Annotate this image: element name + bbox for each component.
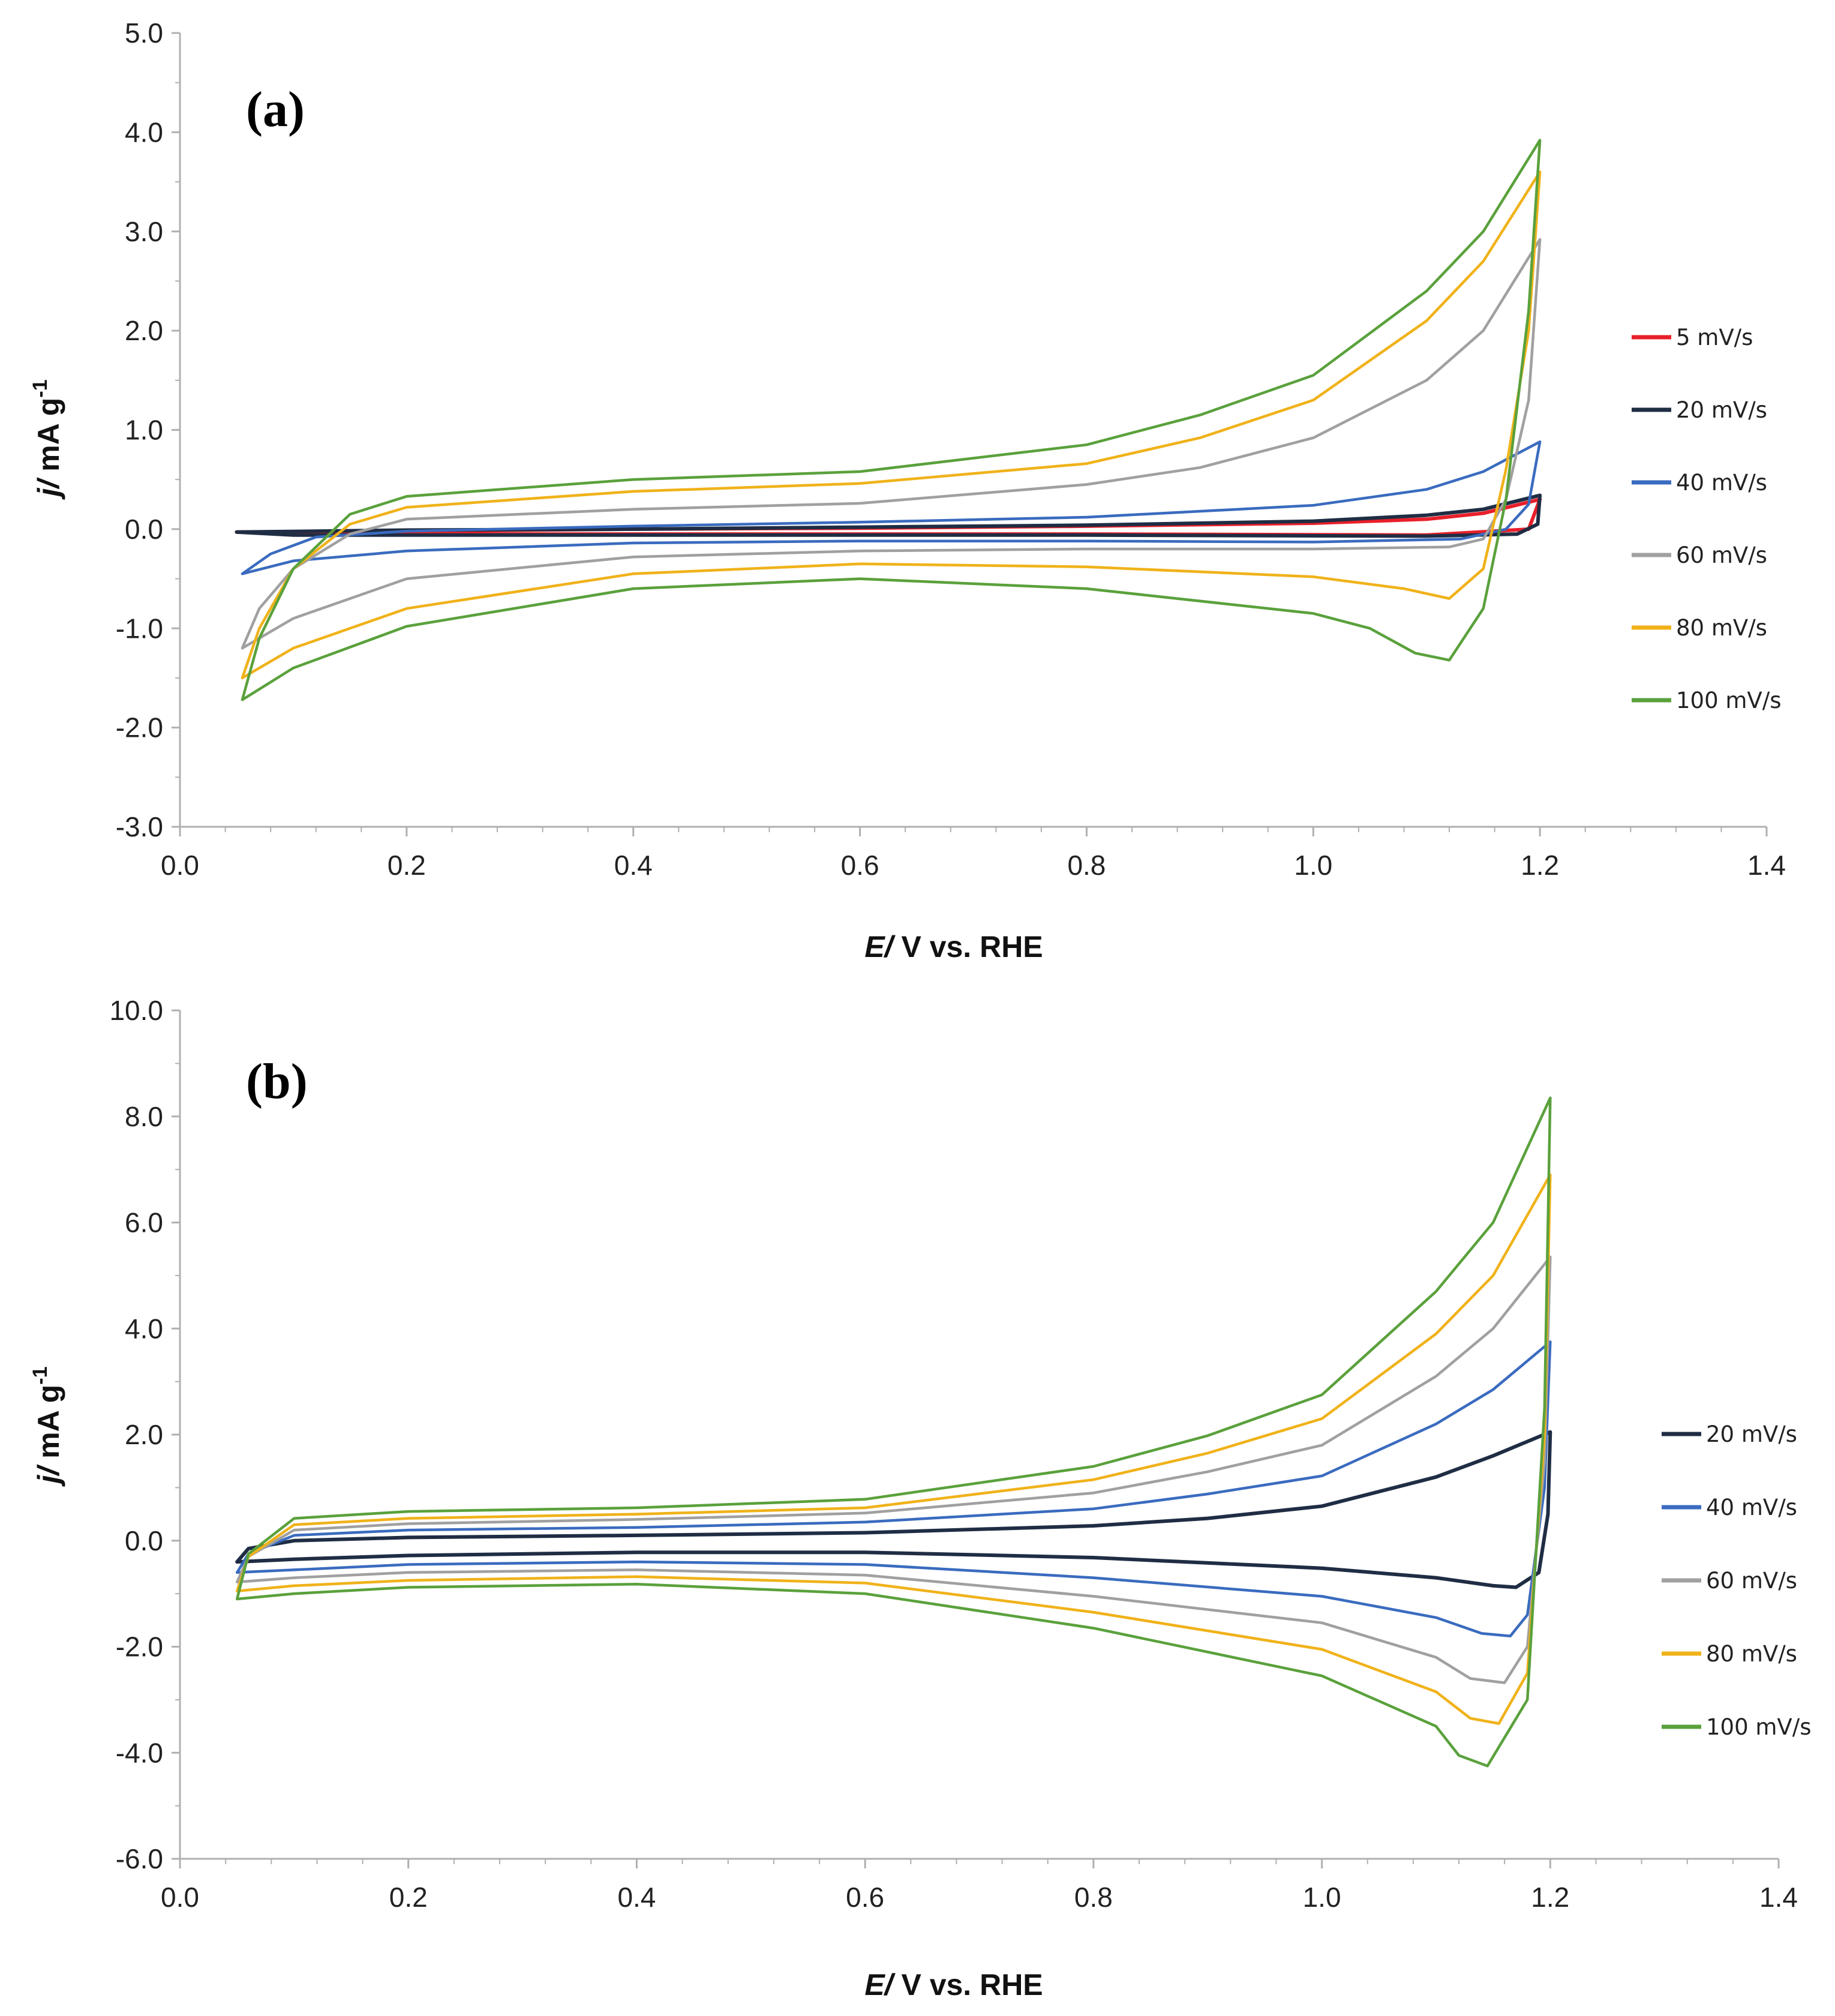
panel-b-legend-label-60-mv-s: 60 mV/s [1706, 1568, 1797, 1594]
panel-b-series-40-mv-s [235, 1340, 1552, 1638]
panel-b-x-tick-label: 0.8 [1074, 1882, 1113, 1913]
panel-a-x-tick-label: 1.0 [1294, 850, 1332, 881]
panel-b-legend: 20 mV/s 40 mV/s 60 mV/s 80 mV/s 100 mV/s [1662, 1421, 1811, 1740]
panel-a-series-80-mv-s [241, 170, 1542, 680]
panel-a-y-axis-title-italic: j/ [32, 477, 65, 500]
panel-label-a: (a) [246, 82, 305, 137]
panel-b-y-tick-label: 6.0 [125, 1207, 163, 1238]
panel-b-y-tick-label: 4.0 [125, 1313, 163, 1344]
panel-a-axes: -3.0 -2.0 -1.0 0.0 1.0 2.0 3.0 4.0 5.0 0.0 0.2 0.4 0… [116, 17, 1786, 881]
panel-b-legend-label-80-mv-s: 80 mV/s [1706, 1641, 1797, 1667]
panel-a-x-tick-label: 0.8 [1067, 850, 1106, 881]
panel-a-y-tick-label: 3.0 [125, 216, 163, 247]
panel-a-y-tick-label: -1.0 [116, 613, 163, 644]
panel-a-legend-label-80-mv-s: 80 mV/s [1676, 615, 1767, 641]
panel-b-x-tick-label: 1.4 [1759, 1882, 1798, 1913]
panel-a-legend-label-100-mv-s: 100 mV/s [1676, 688, 1781, 713]
panel-a-y-axis-title: j/ mA g-1 [29, 379, 65, 500]
panel-b-series-100-mv-s [235, 1096, 1552, 1768]
panel-a-x-tick-label: 0.0 [161, 850, 199, 881]
panel-b-y-axis-title-sup: -1 [29, 1366, 52, 1384]
panel-b-x-tick-label: 0.0 [161, 1882, 199, 1913]
panel-b-x-tick-label: 0.6 [846, 1882, 884, 1913]
panel-a: (a) -3.0 -2.0 -1.0 0.0 1.0 2.0 3.0 4.0 5.0 0.0 0.2… [29, 17, 1786, 964]
panel-b-y-tick-label: 2.0 [125, 1419, 163, 1450]
panel-a-y-axis-title-sup: -1 [29, 379, 52, 397]
panel-b-x-tick-label: 0.4 [617, 1882, 656, 1913]
panel-a-legend: 5 mV/s 20 mV/s 40 mV/s 60 mV/s 80 mV/s 100 mV… [1632, 325, 1781, 713]
panel-a-y-tick-label: 5.0 [125, 17, 163, 49]
panel-a-x-tick-label: 0.4 [614, 850, 653, 881]
panel-a-x-axis-title-rest: V vs. RHE [893, 930, 1043, 964]
panel-a-series-40-mv-s [241, 440, 1542, 575]
panel-b-y-tick-label: -4.0 [116, 1737, 163, 1768]
panel-b-x-tick-label: 0.2 [389, 1882, 428, 1913]
panel-a-x-axis-title: E/ V vs. RHE [864, 930, 1043, 964]
panel-a-x-tick-label: 1.2 [1521, 850, 1559, 881]
panel-b-y-tick-label: -6.0 [116, 1843, 163, 1874]
panel-b-y-tick-label: 0.0 [125, 1525, 163, 1556]
panel-a-series-100-mv-s [241, 139, 1542, 701]
panel-b-series-20-mv-s [235, 1430, 1552, 1589]
panel-b-y-axis-title-italic: j/ [32, 1464, 65, 1487]
panel-a-x-tick-label: 0.6 [841, 850, 879, 881]
panel-b-x-tick-label: 1.0 [1303, 1882, 1341, 1913]
panel-a-series-20-mv-s [235, 493, 1542, 538]
panel-a-series [235, 139, 1542, 701]
panel-b: (b) -6.0 -4.0 -2.0 0.0 2.0 4.0 6.0 8.0 10.0 0.0 0.… [29, 995, 1811, 2002]
panel-a-legend-label-5-mv-s: 5 mV/s [1676, 325, 1753, 350]
panel-b-y-tick-label: 10.0 [109, 995, 163, 1026]
panel-a-x-axis-title-italic: E/ [864, 930, 896, 964]
panel-a-y-tick-label: 4.0 [125, 116, 163, 148]
panel-a-legend-label-40-mv-s: 40 mV/s [1676, 470, 1767, 496]
panel-b-x-axis-title-italic: E/ [864, 1968, 896, 2002]
panel-a-y-tick-label: 0.0 [125, 514, 163, 545]
panel-b-x-axis-title: E/ V vs. RHE [864, 1968, 1043, 2002]
panel-b-axes: -6.0 -4.0 -2.0 0.0 2.0 4.0 6.0 8.0 10.0 0.0 0.2 0.4… [109, 995, 1798, 1913]
panel-b-legend-label-20-mv-s: 20 mV/s [1706, 1421, 1797, 1447]
panel-b-y-tick-label: -2.0 [116, 1631, 163, 1663]
panel-a-x-tick-label: 1.4 [1747, 850, 1786, 881]
panel-a-legend-label-20-mv-s: 20 mV/s [1676, 397, 1767, 423]
panel-b-x-axis-title-rest: V vs. RHE [893, 1968, 1043, 2002]
panel-b-legend-label-40-mv-s: 40 mV/s [1706, 1495, 1797, 1520]
panel-a-series-60-mv-s [241, 238, 1542, 650]
panel-a-y-tick-label: -3.0 [116, 811, 163, 842]
panel-b-legend-label-100-mv-s: 100 mV/s [1706, 1714, 1811, 1740]
panel-a-y-tick-label: -2.0 [116, 712, 163, 743]
panel-label-b: (b) [246, 1054, 308, 1109]
panel-b-y-axis-title-rest: mA g [32, 1385, 65, 1467]
panel-a-legend-label-60-mv-s: 60 mV/s [1676, 542, 1767, 568]
panel-a-y-tick-label: 2.0 [125, 315, 163, 346]
panel-a-x-tick-label: 0.2 [388, 850, 426, 881]
panel-a-y-tick-label: 1.0 [125, 415, 163, 446]
panel-b-x-tick-label: 1.2 [1531, 1882, 1569, 1913]
panel-a-y-axis-title-rest: mA g [32, 398, 65, 480]
panel-b-y-axis-title: j/ mA g-1 [29, 1366, 65, 1487]
panel-b-y-tick-label: 8.0 [125, 1101, 163, 1132]
panel-b-series [235, 1096, 1552, 1768]
